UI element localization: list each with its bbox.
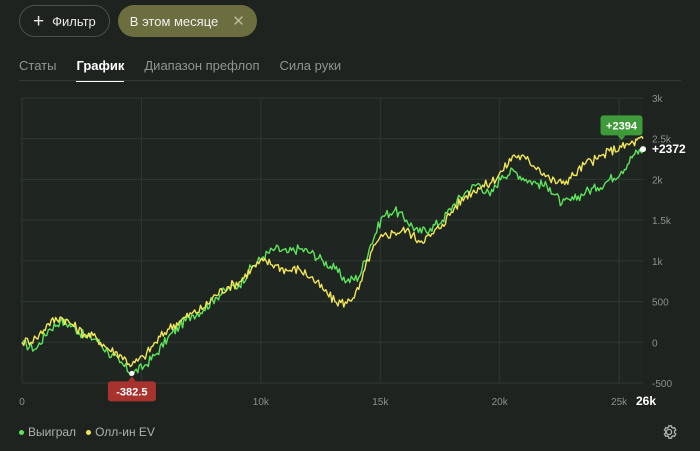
plus-icon: + bbox=[33, 10, 45, 32]
max-flag-pointer bbox=[617, 135, 626, 141]
y-tick-label: 1k bbox=[652, 257, 664, 268]
max-value-label: +2394 bbox=[606, 120, 638, 132]
tab-divider bbox=[19, 80, 681, 81]
min-value-flag bbox=[107, 381, 156, 402]
tab-preflop-range[interactable]: Диапазон префлоп bbox=[144, 58, 260, 73]
month-chip-label: В этом месяце bbox=[129, 13, 219, 29]
max-value-flag bbox=[600, 115, 643, 136]
chart-legend: Выиграл Олл-ин EV bbox=[19, 425, 155, 439]
y-tick-label: 1.5k bbox=[652, 216, 672, 227]
x-tick-label: 15k bbox=[372, 397, 389, 408]
min-flag-pointer bbox=[127, 376, 136, 382]
tab-stats[interactable]: Статы bbox=[19, 58, 57, 73]
filter-bar: + Фильтр В этом месяце ✕ bbox=[19, 5, 257, 37]
filter-button-label: Фильтр bbox=[52, 13, 96, 29]
plot-area bbox=[22, 98, 643, 383]
min-value-label: -382.5 bbox=[116, 386, 147, 398]
close-icon[interactable]: ✕ bbox=[232, 13, 245, 30]
legend-item-won[interactable]: Выиграл bbox=[19, 425, 76, 439]
x-tick-label: 10k bbox=[253, 397, 270, 408]
y-tick-label: 2.5k bbox=[652, 135, 672, 146]
legend-marker-allin-ev bbox=[86, 429, 92, 435]
min-point-marker bbox=[129, 370, 135, 376]
end-value-label: +2372 bbox=[652, 142, 686, 156]
series-line-won bbox=[21, 148, 644, 377]
legend-label-won: Выиграл bbox=[28, 425, 77, 439]
tab-graph[interactable]: График bbox=[76, 58, 125, 82]
x-end-label: 26k bbox=[636, 394, 656, 408]
gear-icon[interactable] bbox=[660, 423, 678, 441]
x-tick-label: 20k bbox=[492, 397, 509, 408]
tab-bar: Статы График Диапазон префлоп Сила руки bbox=[19, 58, 341, 82]
x-tick-label: 0 bbox=[19, 397, 25, 408]
legend-label-allin-ev: Олл-ин EV bbox=[95, 425, 155, 439]
y-tick-label: -500 bbox=[652, 379, 672, 390]
y-tick-label: 2k bbox=[652, 175, 664, 186]
add-filter-button[interactable]: + Фильтр bbox=[19, 5, 110, 37]
series-line-allin-ev bbox=[21, 135, 644, 368]
y-tick-label: 3k bbox=[652, 94, 664, 105]
month-filter-chip[interactable]: В этом месяце ✕ bbox=[117, 5, 257, 37]
x-tick-label: 25k bbox=[611, 397, 628, 408]
y-tick-label: 500 bbox=[652, 298, 669, 309]
legend-marker-won bbox=[19, 429, 24, 435]
legend-item-allin-ev[interactable]: Олл-ин EV bbox=[86, 425, 155, 439]
tab-hand-strength[interactable]: Сила руки bbox=[279, 58, 342, 73]
end-point-marker bbox=[640, 146, 646, 153]
y-tick-label: 0 bbox=[652, 338, 658, 349]
